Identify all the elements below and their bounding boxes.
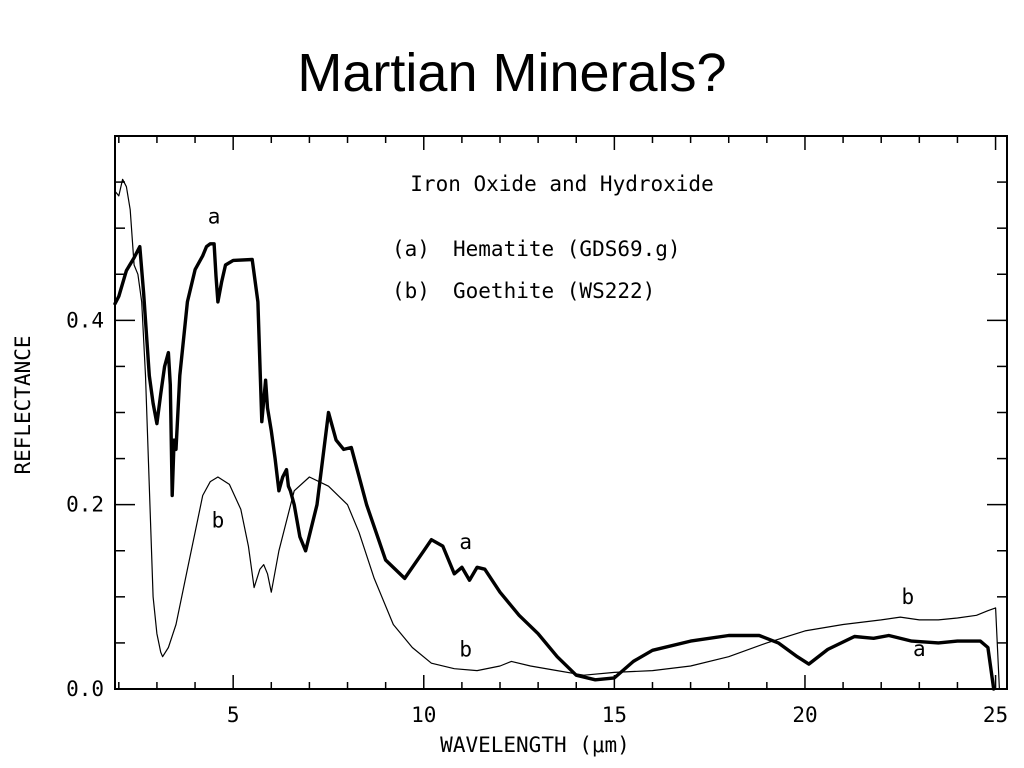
x-tick-label: 5 [227,703,240,727]
series-label-a: a [913,637,926,661]
legend-text-a: Hematite (GDS69.g) [453,237,681,261]
y-tick-label: 0.4 [66,308,104,332]
legend-text-b: Goethite (WS222) [453,279,655,303]
axis-ticks [115,135,1007,690]
x-tick-label: 15 [602,703,627,727]
series-label-b: b [212,509,225,533]
series-line-a [113,242,996,691]
series-label-a: a [208,205,221,229]
x-tick-labels: 5 10 15 20 25 [227,703,1008,727]
y-axis-label: REFLECTANCE [11,335,35,474]
series-label-b: b [459,638,472,662]
chart-title: Iron Oxide and Hydroxide [410,172,713,196]
series-label-b: b [902,585,915,609]
legend: (a) Hematite (GDS69.g) (b) Goethite (WS2… [392,237,681,303]
x-tick-label: 10 [411,703,436,727]
legend-key-b: (b) [392,279,430,303]
slide-title: Martian Minerals? [297,43,727,103]
y-tick-label: 0.2 [66,493,104,517]
plot-frame [114,135,1008,690]
legend-key-a: (a) [392,237,430,261]
series-point-labels: a a a b b b [208,205,926,662]
y-tick-label: 0.0 [66,677,104,701]
y-tick-labels: 0.0 0.2 0.4 [66,308,104,701]
series-layer [113,178,1000,691]
x-tick-label: 20 [792,703,817,727]
x-tick-label: 25 [983,703,1008,727]
x-axis-label: WAVELENGTH (μm) [440,733,630,757]
series-line-b [114,178,1000,690]
series-label-a: a [459,530,472,554]
